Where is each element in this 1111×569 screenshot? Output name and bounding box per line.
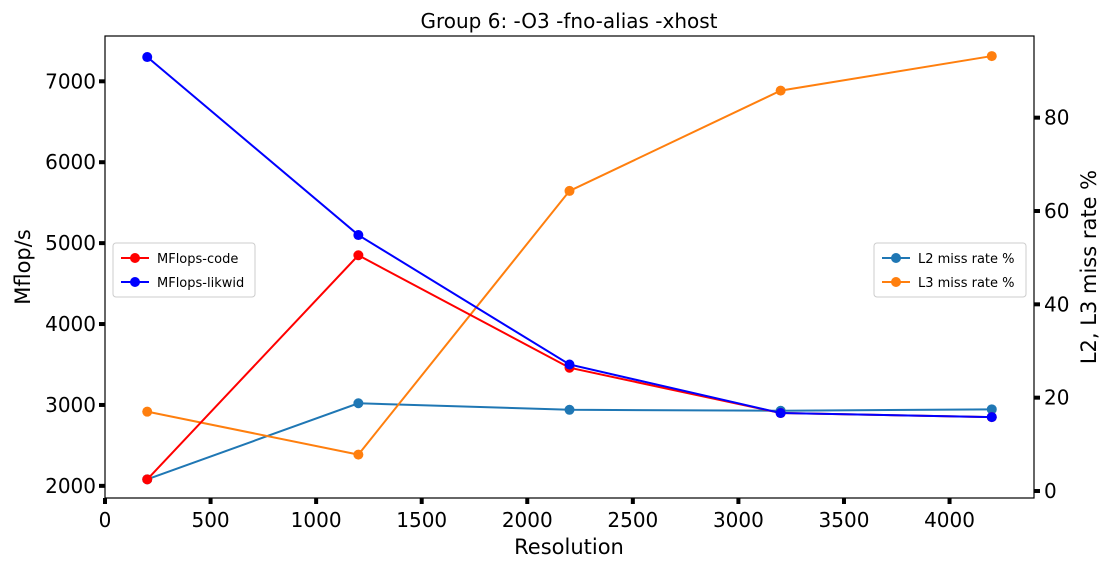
mflops-likwid-point xyxy=(775,408,786,419)
l3-miss-rate-point xyxy=(986,51,997,62)
x-axis-label: Resolution xyxy=(514,535,624,559)
x-tick-label: 500 xyxy=(191,508,229,532)
left-y-tick-label: 2000 xyxy=(45,474,96,498)
l3-miss-rate-point xyxy=(775,85,786,96)
right-y-axis: 0 20 40 60 80 xyxy=(1034,106,1069,503)
mflops-likwid-legend-label: MFlops-likwid xyxy=(157,276,244,291)
x-tick-label: 2500 xyxy=(607,508,658,532)
x-axis: 0 500 1000 1500 2000 2500 3000 3500 4000 xyxy=(99,498,975,532)
x-tick-label: 2000 xyxy=(502,508,553,532)
left-y-tick-label: 4000 xyxy=(45,312,96,336)
mflops-code-point xyxy=(353,250,364,261)
chart-title: Group 6: -O3 -fno-alias -xhost xyxy=(420,9,717,33)
mflops-code-legend-marker xyxy=(130,253,140,263)
mflops-likwid-point xyxy=(142,52,153,63)
mflops-likwid-legend-marker xyxy=(130,277,140,287)
mflops-likwid-point xyxy=(564,359,575,370)
legend-box xyxy=(873,242,1027,298)
left-y-axis: 2000 3000 4000 5000 6000 7000 xyxy=(45,69,105,498)
right-y-tick-label: 0 xyxy=(1044,479,1057,503)
l2-miss-rate-point xyxy=(564,404,575,415)
right-y-axis-label: L2, L3 miss rate % xyxy=(1077,170,1101,364)
right-y-tick-label: 40 xyxy=(1044,292,1069,316)
l2-miss-rate-legend-marker xyxy=(891,253,901,263)
l3-miss-rate-point xyxy=(142,406,153,417)
l3-miss-rate-point xyxy=(353,449,364,460)
mflops-code-legend-label: MFlops-code xyxy=(157,252,238,267)
right-y-tick-label: 60 xyxy=(1044,199,1069,223)
left-y-tick-label: 6000 xyxy=(45,150,96,174)
left-y-tick-label: 5000 xyxy=(45,231,96,255)
right-y-tick-label: 20 xyxy=(1044,386,1069,410)
x-tick-label: 1000 xyxy=(291,508,342,532)
l2-miss-rate-point xyxy=(353,398,364,409)
x-tick-label: 4000 xyxy=(924,508,975,532)
mflops-code-point xyxy=(142,474,153,485)
x-tick-label: 0 xyxy=(99,508,112,532)
x-tick-label: 3000 xyxy=(713,508,764,532)
l3-miss-rate-legend-label: L3 miss rate % xyxy=(918,276,1015,291)
plot-frame xyxy=(104,35,1035,499)
left-y-tick-label: 7000 xyxy=(45,69,96,93)
left-y-axis-label: Mflop/s xyxy=(11,229,35,305)
mflops-likwid-point xyxy=(986,412,997,423)
x-tick-label: 1500 xyxy=(396,508,447,532)
series-layer xyxy=(142,51,997,485)
right-y-tick-label: 80 xyxy=(1044,106,1069,130)
l3-miss-rate-legend-marker xyxy=(891,277,901,287)
l3-miss-rate-line xyxy=(147,55,992,456)
legend-mflops: MFlops-code MFlops-likwid xyxy=(112,242,256,298)
l3-miss-rate-point xyxy=(564,185,575,196)
left-y-tick-label: 3000 xyxy=(45,393,96,417)
x-tick-label: 3500 xyxy=(819,508,870,532)
l2-miss-rate-point xyxy=(986,404,997,415)
legend-box xyxy=(112,242,256,298)
l2-miss-rate-legend-label: L2 miss rate % xyxy=(918,252,1015,267)
legend-miss-rate: L2 miss rate % L3 miss rate % xyxy=(873,242,1027,298)
mflops-likwid-point xyxy=(353,230,364,241)
